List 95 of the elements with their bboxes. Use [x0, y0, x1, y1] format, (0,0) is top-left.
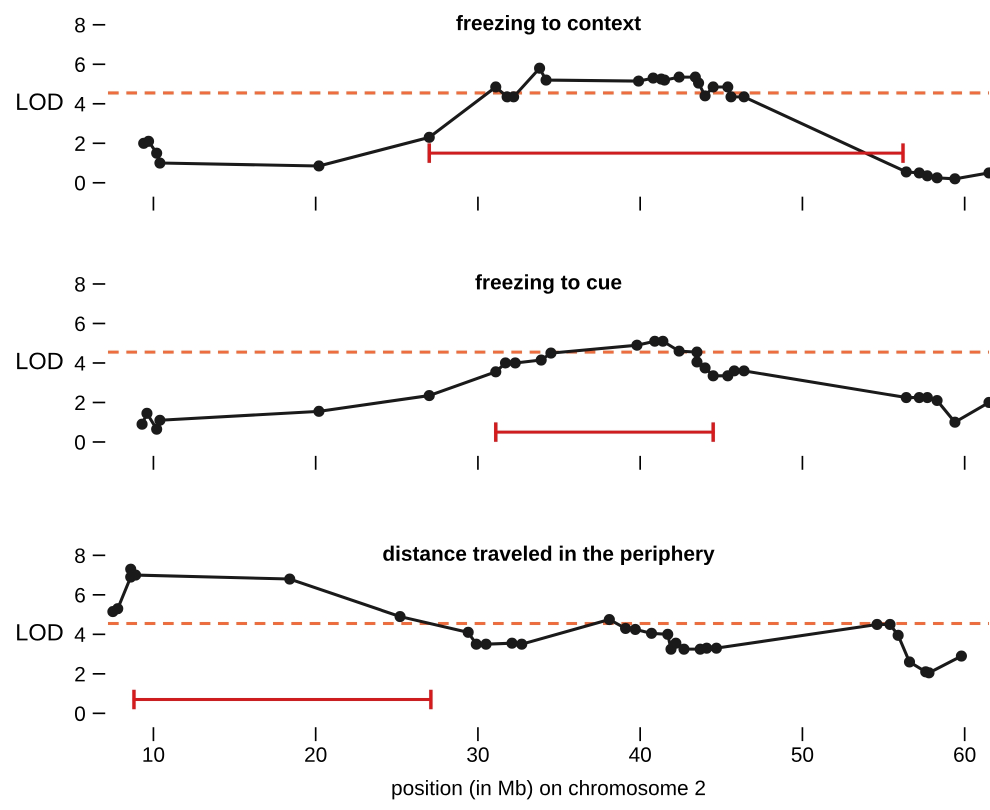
- point: [424, 132, 435, 143]
- point: [490, 366, 502, 378]
- point: [691, 356, 703, 368]
- point: [693, 77, 704, 89]
- point: [670, 638, 682, 649]
- point: [313, 406, 324, 417]
- point: [604, 614, 615, 626]
- x-tick-label: 50: [792, 747, 814, 762]
- point: [922, 392, 933, 404]
- y-tick-label: 8: [75, 548, 85, 564]
- point: [956, 650, 967, 662]
- point: [678, 644, 690, 655]
- y-tick-label: 0: [75, 706, 85, 722]
- point: [500, 357, 512, 369]
- x-tick-label: 20: [305, 747, 326, 762]
- point: [884, 618, 896, 630]
- point: [154, 157, 166, 169]
- point: [154, 414, 166, 426]
- point: [151, 424, 162, 435]
- y-tick-label: 4: [74, 628, 86, 642]
- chart-title: freezing to context: [456, 15, 641, 35]
- point: [394, 611, 406, 622]
- y-tick-label: 6: [75, 57, 85, 72]
- y-tick-label: 6: [75, 316, 85, 332]
- point: [674, 72, 685, 83]
- y-tick-label: 2: [75, 395, 85, 410]
- y-axis-title: LOD: [17, 624, 63, 641]
- y-tick-label: 4: [74, 356, 86, 371]
- chart-title: freezing to cue: [475, 274, 622, 294]
- point: [510, 357, 521, 369]
- point: [738, 365, 750, 376]
- point: [922, 170, 933, 182]
- point: [462, 626, 474, 638]
- point: [708, 81, 719, 93]
- x-tick-label: 60: [954, 747, 976, 762]
- point: [506, 638, 518, 649]
- y-tick-label: 6: [75, 588, 85, 603]
- point: [630, 624, 641, 635]
- point: [949, 416, 960, 428]
- point: [470, 638, 482, 650]
- point: [700, 90, 711, 102]
- y-tick-label: 8: [75, 276, 85, 292]
- point: [536, 354, 547, 366]
- y-axis-title: LOD: [17, 93, 63, 110]
- y-axis-title: LOD: [17, 352, 63, 370]
- y-tick-label: 0: [75, 176, 85, 191]
- point: [708, 370, 719, 382]
- point: [738, 91, 750, 102]
- point: [871, 618, 883, 630]
- point: [725, 91, 737, 102]
- point: [904, 656, 916, 668]
- point: [545, 348, 556, 359]
- point: [151, 148, 162, 159]
- point: [620, 622, 632, 634]
- point: [631, 340, 642, 351]
- point: [136, 418, 148, 430]
- point: [700, 362, 711, 374]
- point: [141, 408, 152, 419]
- point: [949, 173, 960, 184]
- point: [900, 392, 912, 404]
- point: [932, 172, 943, 184]
- point: [657, 336, 668, 347]
- point: [728, 365, 740, 376]
- point: [914, 167, 925, 178]
- x-tick-label: 40: [629, 747, 651, 762]
- y-tick-label: 8: [75, 18, 85, 33]
- point: [674, 346, 685, 357]
- point: [313, 160, 324, 172]
- point: [662, 628, 674, 640]
- point: [691, 346, 703, 358]
- x-tick-label: 10: [143, 747, 164, 762]
- point: [722, 81, 734, 93]
- y-tick-label: 2: [75, 136, 85, 151]
- point: [480, 638, 492, 650]
- point: [646, 628, 658, 639]
- point: [534, 62, 546, 74]
- y-tick-label: 0: [75, 434, 85, 450]
- point: [516, 638, 528, 650]
- chart-title: distance traveled in the periphery: [383, 546, 715, 566]
- point: [701, 642, 712, 654]
- point: [490, 81, 502, 93]
- y-tick-label: 2: [75, 666, 85, 682]
- x-axis-title: position (in Mb) on chromosome 2: [392, 780, 705, 800]
- point: [424, 390, 435, 402]
- point: [284, 573, 296, 585]
- point: [900, 166, 912, 178]
- point: [112, 603, 124, 614]
- point: [632, 76, 644, 87]
- y-tick-label: 4: [74, 96, 86, 112]
- point: [892, 630, 904, 641]
- point: [932, 394, 943, 406]
- point: [143, 136, 154, 147]
- point: [540, 74, 552, 86]
- x-tick-label: 30: [467, 747, 489, 762]
- point: [710, 642, 722, 654]
